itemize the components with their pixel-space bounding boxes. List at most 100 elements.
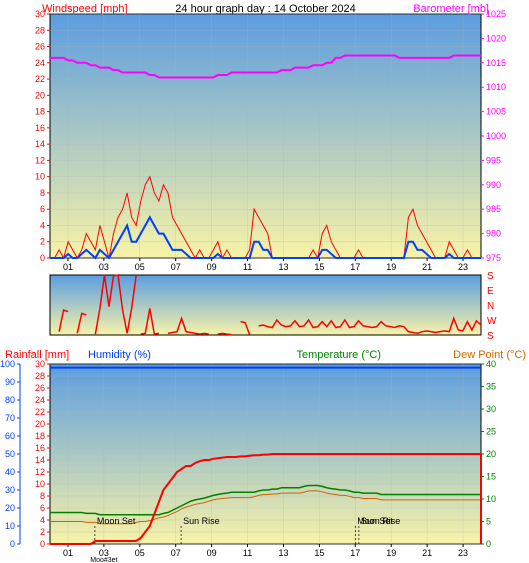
svg-text:40: 40 xyxy=(5,467,15,477)
svg-text:17: 17 xyxy=(350,262,360,272)
svg-text:1000: 1000 xyxy=(486,131,506,141)
temperature-label: Temperature (°C) xyxy=(297,349,381,361)
svg-text:90: 90 xyxy=(5,377,15,387)
svg-text:35: 35 xyxy=(486,382,496,392)
svg-text:W: W xyxy=(487,316,497,327)
svg-text:20: 20 xyxy=(35,90,45,100)
svg-text:22: 22 xyxy=(35,407,45,417)
svg-text:S: S xyxy=(487,271,494,282)
svg-text:5: 5 xyxy=(486,517,491,527)
svg-text:995: 995 xyxy=(486,155,501,165)
svg-text:30: 30 xyxy=(5,485,15,495)
svg-text:4: 4 xyxy=(40,515,45,525)
svg-text:03: 03 xyxy=(99,262,109,272)
svg-text:1025: 1025 xyxy=(486,9,506,19)
svg-text:12: 12 xyxy=(35,155,45,165)
svg-text:985: 985 xyxy=(486,204,501,214)
svg-text:975: 975 xyxy=(486,253,501,263)
svg-text:10: 10 xyxy=(5,521,15,531)
svg-text:70: 70 xyxy=(5,413,15,423)
svg-text:12: 12 xyxy=(35,467,45,477)
svg-text:26: 26 xyxy=(35,42,45,52)
svg-text:14: 14 xyxy=(35,455,45,465)
svg-text:0: 0 xyxy=(40,253,45,263)
svg-text:1020: 1020 xyxy=(486,33,506,43)
svg-text:07: 07 xyxy=(171,548,181,558)
svg-text:2: 2 xyxy=(40,237,45,247)
svg-text:25: 25 xyxy=(486,427,496,437)
svg-text:10: 10 xyxy=(35,172,45,182)
svg-text:16: 16 xyxy=(35,123,45,133)
svg-text:07: 07 xyxy=(171,262,181,272)
svg-text:20: 20 xyxy=(35,419,45,429)
svg-text:05: 05 xyxy=(135,262,145,272)
svg-text:980: 980 xyxy=(486,229,501,239)
svg-text:50: 50 xyxy=(5,449,15,459)
svg-text:05: 05 xyxy=(135,548,145,558)
svg-text:09: 09 xyxy=(207,262,217,272)
svg-text:10: 10 xyxy=(35,479,45,489)
barometer-label: Barometer [mb] xyxy=(413,3,489,15)
svg-text:20: 20 xyxy=(486,449,496,459)
svg-text:1005: 1005 xyxy=(486,107,506,117)
svg-text:21: 21 xyxy=(422,262,432,272)
svg-text:09: 09 xyxy=(207,548,217,558)
svg-text:2: 2 xyxy=(40,527,45,537)
svg-text:22: 22 xyxy=(35,74,45,84)
svg-text:990: 990 xyxy=(486,180,501,190)
svg-text:13: 13 xyxy=(278,262,288,272)
svg-text:1010: 1010 xyxy=(486,82,506,92)
svg-text:18: 18 xyxy=(35,107,45,117)
svg-text:0: 0 xyxy=(486,539,491,549)
event-label: Moon Set xyxy=(97,516,136,526)
svg-text:0: 0 xyxy=(40,539,45,549)
svg-text:19: 19 xyxy=(386,548,396,558)
windspeed-label: Windspeed [mph] xyxy=(42,3,128,15)
svg-text:14: 14 xyxy=(35,139,45,149)
svg-text:S: S xyxy=(487,331,494,342)
svg-text:N: N xyxy=(487,301,494,312)
svg-text:0: 0 xyxy=(10,539,15,549)
svg-text:23: 23 xyxy=(458,548,468,558)
weather-chart: 24 hour graph day : 14 October 2024 Winds… xyxy=(0,0,529,563)
svg-text:01: 01 xyxy=(63,548,73,558)
svg-text:17: 17 xyxy=(350,548,360,558)
svg-text:15: 15 xyxy=(314,262,324,272)
svg-text:60: 60 xyxy=(5,431,15,441)
svg-text:28: 28 xyxy=(35,25,45,35)
event-label: Sun Rise xyxy=(183,516,220,526)
svg-text:80: 80 xyxy=(5,395,15,405)
svg-text:40: 40 xyxy=(486,359,496,369)
svg-text:15: 15 xyxy=(486,472,496,482)
svg-text:100: 100 xyxy=(0,359,15,369)
svg-text:26: 26 xyxy=(35,383,45,393)
svg-text:16: 16 xyxy=(35,443,45,453)
svg-text:4: 4 xyxy=(40,220,45,230)
svg-text:8: 8 xyxy=(40,188,45,198)
event-label: Moon Rise xyxy=(357,516,400,526)
svg-text:11: 11 xyxy=(243,262,252,272)
svg-text:30: 30 xyxy=(486,404,496,414)
svg-text:24: 24 xyxy=(35,395,45,405)
svg-text:8: 8 xyxy=(40,491,45,501)
svg-text:6: 6 xyxy=(40,503,45,513)
svg-text:10: 10 xyxy=(486,494,496,504)
svg-text:15: 15 xyxy=(314,548,324,558)
svg-text:11: 11 xyxy=(243,548,252,558)
svg-text:30: 30 xyxy=(35,359,45,369)
svg-text:19: 19 xyxy=(386,262,396,272)
svg-text:21: 21 xyxy=(422,548,432,558)
svg-text:30: 30 xyxy=(35,9,45,19)
svg-text:23: 23 xyxy=(458,262,468,272)
svg-text:Moo#3et: Moo#3et xyxy=(90,557,117,563)
svg-text:24: 24 xyxy=(35,58,45,68)
svg-text:20: 20 xyxy=(5,503,15,513)
svg-text:18: 18 xyxy=(35,431,45,441)
chart-title: 24 hour graph day : 14 October 2024 xyxy=(175,3,355,15)
svg-text:01: 01 xyxy=(63,262,73,272)
svg-text:13: 13 xyxy=(278,548,288,558)
svg-text:28: 28 xyxy=(35,371,45,381)
humidity-label: Humidity (%) xyxy=(88,349,151,361)
svg-text:1015: 1015 xyxy=(486,58,506,68)
svg-text:E: E xyxy=(487,286,494,297)
